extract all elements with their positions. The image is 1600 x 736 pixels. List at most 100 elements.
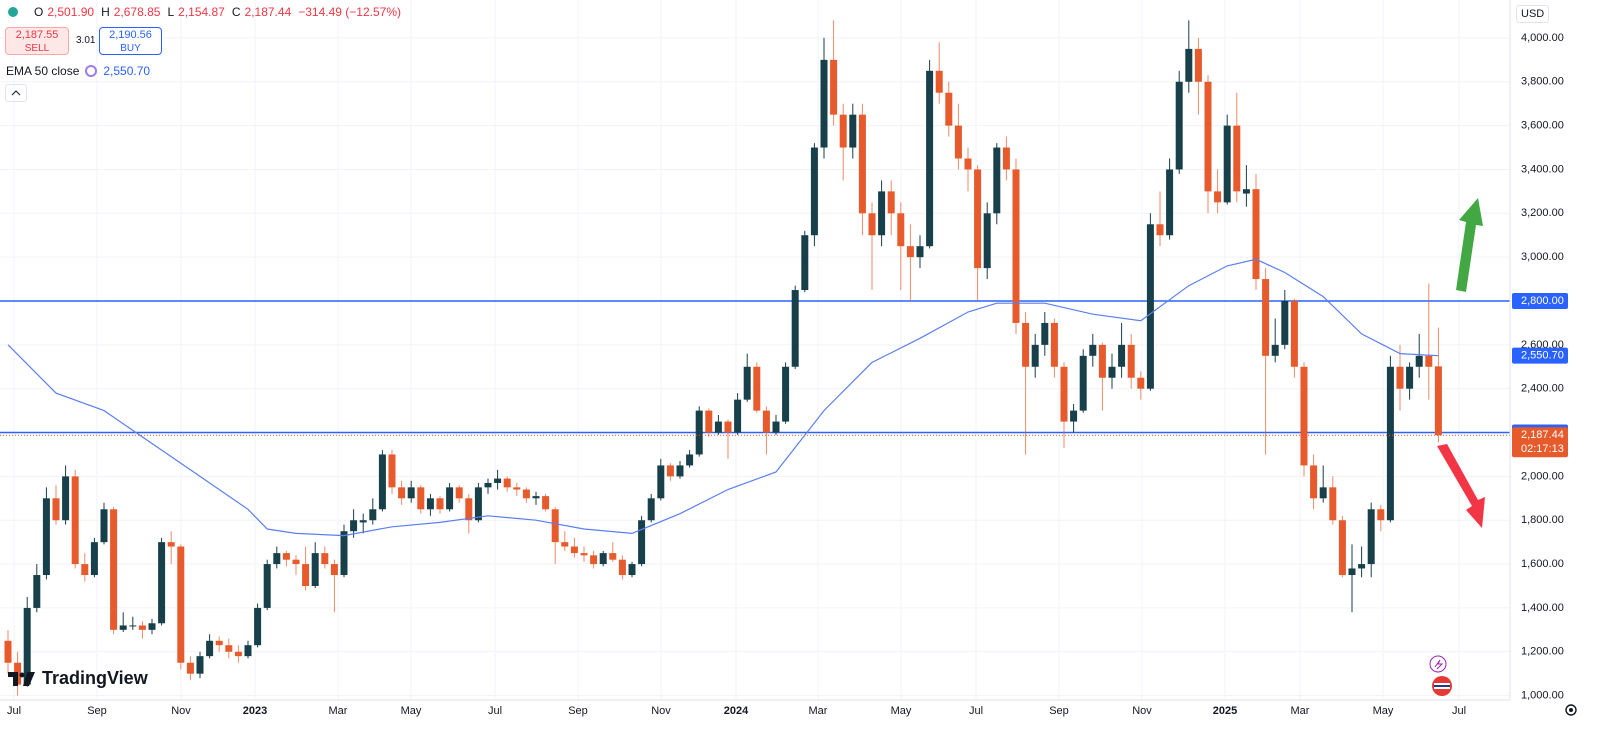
candle-body [148,623,156,630]
candle-body [330,564,338,576]
candle-body [1185,48,1193,82]
sell-price: 2,187.55 [15,29,59,41]
collapse-button[interactable] [5,84,27,102]
candle-body [1396,366,1404,389]
candle-body [1358,564,1366,569]
candle-body [81,564,89,576]
candle-body [474,487,482,521]
candle-body [1194,48,1202,82]
events-icon [1429,655,1447,673]
y-tick-label: 3,800.00 [1521,76,1564,88]
candle-body [657,465,665,499]
x-tick-label: 2025 [1213,705,1237,717]
candle-body [801,235,809,291]
ohlc-key: L [167,5,175,19]
price-tag [1512,347,1568,364]
buy-button[interactable]: 2,190.56 BUY [99,27,162,55]
candle-body [1166,169,1174,236]
candle-body [1386,366,1394,521]
candle-body [647,498,655,521]
buy-price: 2,190.56 [109,29,152,41]
candle-body [186,662,194,674]
candle-body [1002,147,1010,170]
candle-body [282,553,290,560]
currency[interactable]: USD [1516,5,1550,23]
candle-body [609,553,617,560]
ema-icon [85,65,98,77]
price-tag-label: 2,187.44 [1521,429,1564,441]
candle-body [1108,366,1116,378]
down-arrow [1437,444,1485,528]
logo: TradingView [8,668,148,689]
candle-body [897,213,905,247]
candle-body [762,410,770,433]
candle-body [494,478,502,483]
candle-body [311,553,319,586]
candle-body [177,546,185,663]
y-tick-label: 3,400.00 [1521,163,1564,175]
candle-body [1060,366,1068,422]
sell-button[interactable]: 2,187.55 SELL [5,27,69,55]
x-tick-label: Sep [1049,705,1069,717]
candle-body [398,487,406,499]
candle-body [1204,81,1212,192]
candle-body [196,656,204,674]
candle-body [1281,301,1289,345]
candle-body [1214,191,1222,203]
candle-body [964,158,972,170]
candle-body [926,70,934,247]
candle-body [1175,81,1183,170]
candle-body [858,114,866,214]
candle-body [234,651,242,657]
candle-body [138,625,146,630]
candle-body [954,125,962,159]
y-tick-label: 4,000.00 [1521,32,1564,44]
candle-body [1425,355,1433,367]
candle-body [810,147,818,236]
candle-body [772,421,780,433]
ohlc-key: C [231,5,241,19]
candle-body [849,114,857,148]
ohlc-key: H [101,5,110,19]
candle-body [1233,125,1241,192]
buy-label: BUY [120,43,141,54]
settings-icon[interactable] [1565,704,1577,716]
symbol-dot [8,7,18,17]
candle-body [119,625,127,630]
candle-body [417,487,425,510]
candle-body [350,520,358,532]
candle-body [1242,189,1250,194]
ema-name: EMA 50 close [6,64,80,78]
candle-body [158,542,166,624]
x-tick-label: May [891,705,912,717]
y-tick-label: 3,200.00 [1521,207,1564,219]
candle-body [522,489,530,499]
ema-legend: EMA 50 close 2,550.70 [6,64,150,78]
y-tick-label: 2,000.00 [1521,470,1564,482]
candle-body [590,555,598,565]
candle-body [369,509,377,521]
candle-body [1310,465,1318,499]
candle-body [1031,344,1039,367]
sell-label: SELL [24,43,50,54]
x-tick-label: Jul [7,705,21,717]
candle-body [532,496,540,499]
candle-body [839,114,847,148]
y-tick-label: 1,600.00 [1521,558,1564,570]
candle-body [513,487,521,490]
y-tick-label: 1,800.00 [1521,514,1564,526]
candle-body [705,410,713,433]
candle-body [676,465,684,477]
candle-body [1262,279,1270,356]
candle-body [734,399,742,433]
candle-body [1146,224,1154,389]
candle-body [426,498,434,510]
candle-body [215,640,223,646]
up-arrow [1456,198,1483,292]
candle-body [254,607,262,646]
candle-body [1319,487,1327,499]
y-tick-label: 3,600.00 [1521,120,1564,132]
candle-body [743,366,751,400]
candle-body [206,640,214,657]
candle-body [561,542,569,547]
